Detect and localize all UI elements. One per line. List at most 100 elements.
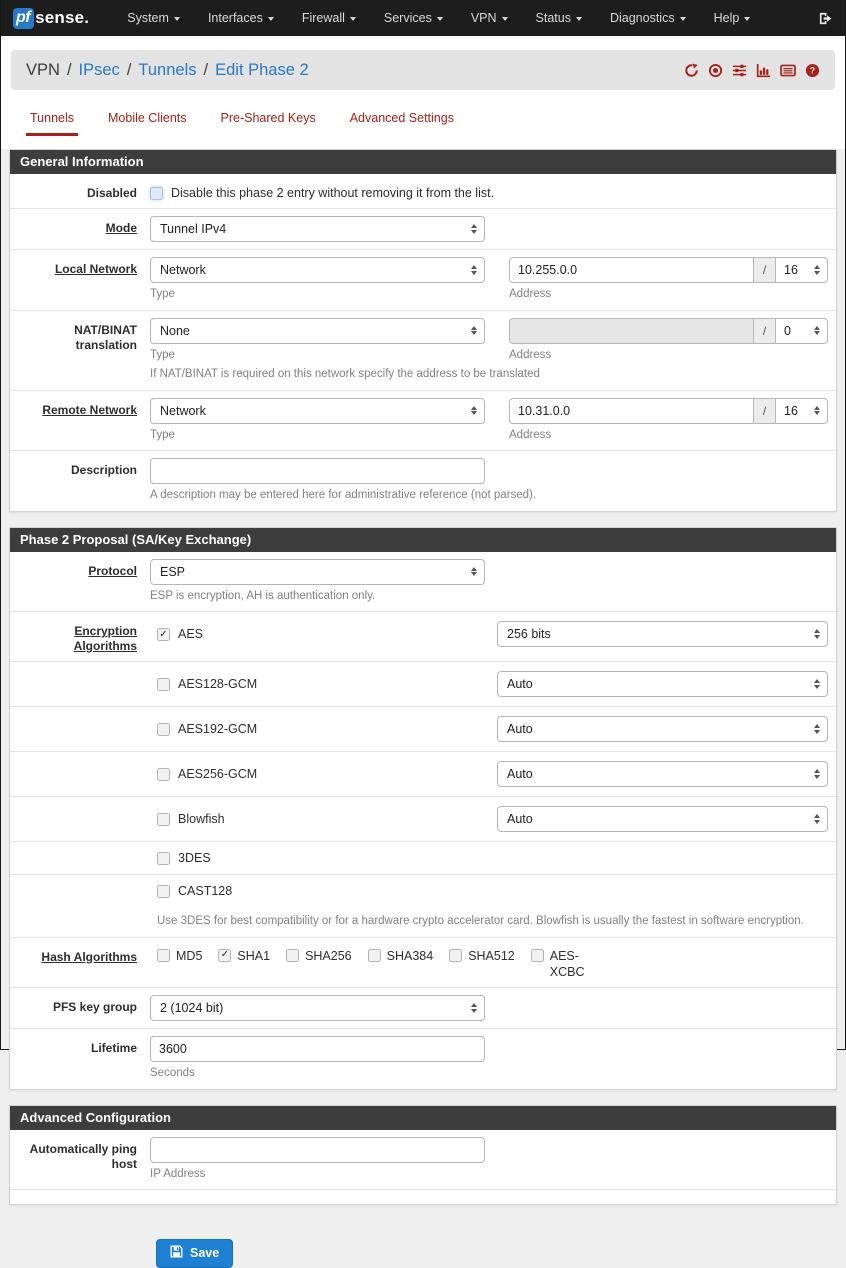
pfsense-logo[interactable]: pf sense. [13, 7, 89, 29]
remote-network-type-select[interactable]: Network [150, 397, 485, 424]
disabled-checkbox[interactable]: ✓ [150, 187, 163, 200]
checkbox-label: Disable this phase 2 entry without remov… [171, 186, 495, 200]
nat-type-select[interactable]: None [150, 317, 485, 344]
page-action-icons: ? [684, 63, 820, 78]
pfs-key-group-select[interactable]: 2 (1024 bit) [150, 995, 485, 1022]
log-icon[interactable] [780, 63, 796, 78]
aes128gcm-keylen-select[interactable]: Auto [497, 671, 828, 698]
menu-firewall[interactable]: Firewall [288, 0, 370, 36]
monitoring-chart-icon[interactable] [756, 63, 771, 78]
select-value: Auto [507, 722, 533, 737]
breadcrumb-link-tunnels[interactable]: Tunnels [138, 60, 197, 79]
blowfish-checkbox[interactable]: ✓ [157, 813, 170, 827]
mode-select[interactable]: Tunnel IPv4 [150, 216, 485, 242]
breadcrumb-link-ipsec[interactable]: IPsec [78, 60, 120, 79]
logout-button[interactable] [818, 11, 833, 26]
sliders-icon[interactable] [732, 63, 747, 78]
form-row-hash-algorithms: Hash Algorithms ✓ MD5 ✓ SHA1 ✓ SHA256 [10, 938, 836, 989]
tab-tunnels[interactable]: Tunnels [13, 106, 91, 136]
nat-prefix-stepper[interactable]: 0 [776, 317, 828, 344]
helper-text: Seconds [150, 1067, 195, 1080]
field-label-encryption-algorithms[interactable]: Encryption Algorithms [73, 624, 137, 654]
menu-help[interactable]: Help [700, 0, 765, 36]
save-floppy-icon [170, 1245, 183, 1261]
menu-interfaces[interactable]: Interfaces [194, 0, 288, 36]
helper-text-nat: If NAT/BINAT is required on this network… [150, 368, 540, 381]
caret-down-icon [575, 16, 582, 24]
lifetime-input[interactable] [150, 1036, 485, 1063]
form-row-nat-binat: NAT/BINAT translation None Type / [10, 311, 836, 391]
local-network-type-select[interactable]: Network [150, 257, 485, 283]
aes256gcm-keylen-select[interactable]: Auto [497, 761, 828, 788]
help-icon[interactable]: ? [805, 63, 820, 78]
remote-network-address-input[interactable] [509, 397, 754, 424]
md5-checkbox[interactable]: ✓ [157, 948, 170, 962]
sha512-checkbox[interactable]: ✓ [449, 948, 463, 962]
form-row-local-network: Local Network Network Type / [10, 250, 836, 311]
form-row-protocol: Protocol ESP ESP is encryption, AH is au… [10, 552, 836, 613]
hash-label: SHA1 [237, 948, 271, 963]
hash-label: SHA512 [468, 948, 515, 963]
blowfish-keylen-select[interactable]: Auto [497, 806, 828, 833]
aes192gcm-checkbox[interactable]: ✓ [157, 723, 170, 737]
field-label-nat-binat: NAT/BINAT translation [74, 322, 137, 352]
tab-mobile-clients[interactable]: Mobile Clients [108, 111, 187, 125]
description-input[interactable] [150, 458, 485, 485]
menu-services[interactable]: Services [370, 0, 457, 36]
local-network-prefix-stepper[interactable]: 16 [776, 257, 828, 283]
aes-checkbox[interactable]: ✓ [157, 628, 170, 642]
local-network-address-input[interactable] [509, 257, 754, 283]
menu-label: VPN [470, 11, 497, 25]
menu-label: Diagnostics [609, 11, 675, 25]
menu-vpn[interactable]: VPN [457, 0, 522, 36]
algorithm-label: AES [178, 627, 204, 642]
tab-advanced-settings[interactable]: Advanced Settings [349, 111, 454, 125]
protocol-select[interactable]: ESP [150, 558, 485, 585]
breadcrumb-separator: / [126, 60, 132, 79]
save-button[interactable]: Save [156, 1239, 234, 1268]
ping-host-input[interactable] [150, 1136, 485, 1163]
select-value: 256 bits [507, 627, 551, 642]
panel-advanced-configuration: Advanced Configuration Automatically pin… [9, 1104, 837, 1206]
page-header-region: VPN / IPsec / Tunnels / Edit Phase 2 ? [1, 36, 845, 149]
field-label-mode[interactable]: Mode [105, 221, 137, 235]
aes-keylen-select[interactable]: 256 bits [497, 621, 828, 648]
hash-label: MD5 [176, 948, 203, 963]
field-label-lifetime: Lifetime [90, 1041, 137, 1056]
aes256gcm-checkbox[interactable]: ✓ [157, 768, 170, 782]
aes192gcm-keylen-select[interactable]: Auto [497, 716, 828, 743]
field-label-protocol[interactable]: Protocol [88, 563, 137, 578]
select-spinner-icon [468, 217, 480, 241]
menu-system[interactable]: System [113, 0, 194, 36]
field-label-local-network[interactable]: Local Network [54, 262, 137, 276]
menu-status[interactable]: Status [522, 0, 596, 36]
select-spinner-icon [811, 762, 823, 786]
sha1-checkbox[interactable]: ✓ [218, 948, 232, 962]
refresh-icon[interactable] [684, 63, 699, 78]
status-record-icon[interactable] [708, 63, 723, 78]
panel-general-information: General Information Disabled ✓ Disable t… [9, 149, 837, 512]
hash-label: AES-XCBC [549, 948, 585, 979]
breadcrumb: VPN / IPsec / Tunnels / Edit Phase 2 ? [11, 50, 835, 90]
aes-xcbc-checkbox[interactable]: ✓ [530, 948, 544, 962]
3des-checkbox[interactable]: ✓ [157, 852, 170, 866]
field-label-remote-network[interactable]: Remote Network [42, 402, 137, 417]
remote-network-prefix-stepper[interactable]: 16 [776, 397, 828, 424]
field-label-ping-host: Automatically ping host [29, 1141, 137, 1171]
breadcrumb-current-edit-phase-2[interactable]: Edit Phase 2 [215, 60, 309, 79]
algorithm-label: AES256-GCM [178, 767, 258, 782]
breadcrumb-separator: / [66, 60, 72, 79]
caret-down-icon [501, 16, 508, 24]
aes128gcm-checkbox[interactable]: ✓ [157, 678, 170, 692]
menu-label: Services [383, 11, 432, 25]
cast128-checkbox[interactable]: ✓ [157, 885, 170, 899]
section-title: Advanced Configuration [10, 1105, 836, 1130]
tab-pre-shared-keys[interactable]: Pre-Shared Keys [220, 111, 316, 125]
menu-diagnostics[interactable]: Diagnostics [596, 0, 700, 36]
sha256-checkbox[interactable]: ✓ [286, 948, 300, 962]
sha384-checkbox[interactable]: ✓ [367, 948, 381, 962]
field-label-hash-algorithms[interactable]: Hash Algorithms [41, 949, 137, 964]
form-row-remote-network: Remote Network Network Type / [10, 391, 836, 452]
hash-label: SHA256 [305, 948, 352, 963]
slash-addon: / [754, 397, 776, 424]
